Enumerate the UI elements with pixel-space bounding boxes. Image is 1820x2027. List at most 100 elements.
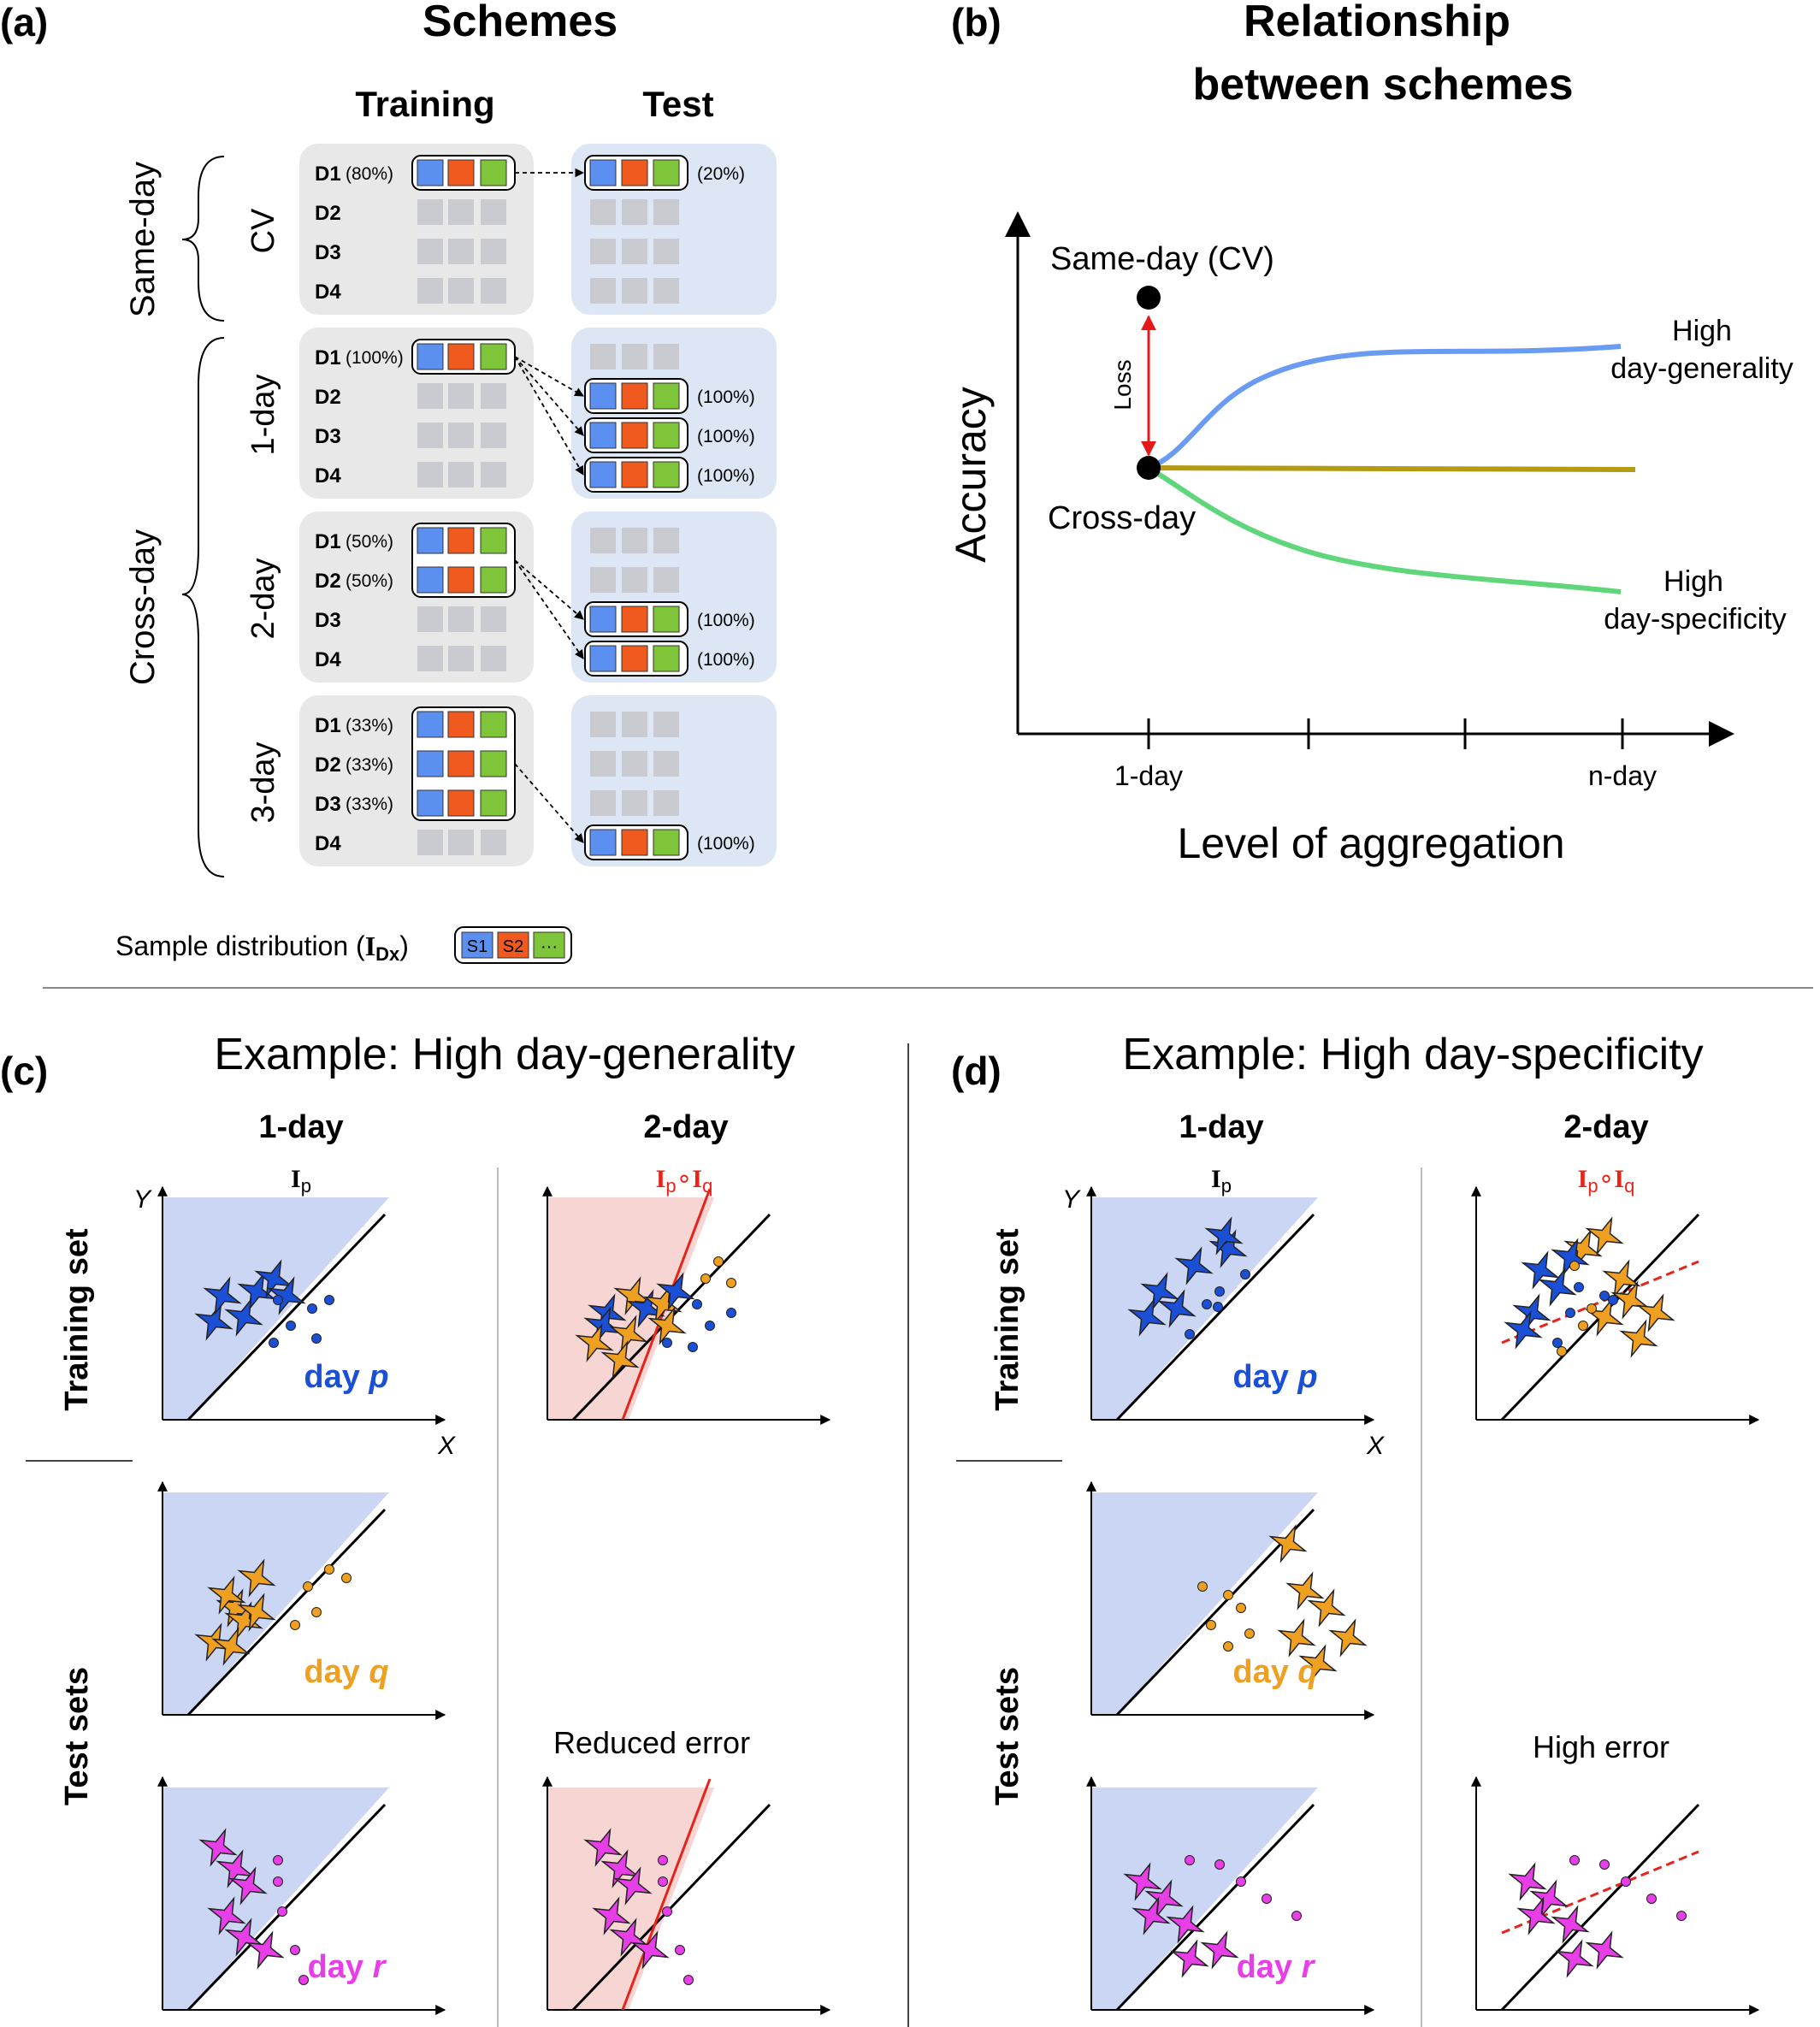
scheme-row: D3 (100%) <box>315 417 755 453</box>
classifier-region <box>1091 1492 1318 1715</box>
dot-point <box>311 1607 322 1617</box>
same-day-point <box>1137 286 1161 310</box>
sample-cell-s1 <box>589 645 617 672</box>
dot-point <box>1599 1859 1610 1870</box>
empty-cell <box>417 462 443 488</box>
star-point <box>626 1289 665 1328</box>
plot-test-2day-day-r <box>542 1776 831 2015</box>
panel-b-title-line2: between schemes <box>1192 60 1573 109</box>
generality-label-2: day-generality <box>1610 352 1793 385</box>
day-letter: q <box>369 1654 388 1690</box>
scheme-row: D2 (50%) <box>315 566 679 594</box>
empty-cell <box>448 423 474 448</box>
empty-cell <box>448 278 474 304</box>
star-point <box>613 1276 653 1315</box>
day-label: D1 <box>315 530 341 553</box>
empty-cell <box>590 239 616 264</box>
star-point <box>575 1323 614 1362</box>
dot-point <box>298 1975 309 1985</box>
star-point <box>1585 1216 1624 1256</box>
dot-point <box>303 1581 313 1592</box>
day-label: D4 <box>315 648 341 671</box>
plot-test-day-q: day q <box>1086 1480 1375 1720</box>
dot-point <box>311 1333 322 1344</box>
star-point <box>1551 1905 1590 1944</box>
b-tick-label-1day: 1-day <box>1114 760 1183 791</box>
dot-point <box>662 1906 672 1917</box>
day-letter: p <box>368 1359 388 1395</box>
sample-cell-s3 <box>653 645 680 672</box>
scheme-name: CV <box>245 208 281 253</box>
day-word: day <box>1232 1654 1297 1690</box>
day-label: D3 <box>315 609 341 632</box>
scheme-block-cv: CV D1 (80%) (20%) D2 D3 D4 <box>245 144 777 315</box>
panel-c-label: (c) <box>0 1049 48 1093</box>
train-percentage: (80%) <box>346 164 393 184</box>
panel-d: (d) Example: High day-specificity 1-day … <box>951 1030 1704 1805</box>
train-percentage: (100%) <box>346 348 404 368</box>
star-point <box>592 1896 631 1935</box>
cross-day-brace <box>181 337 225 878</box>
true-boundary <box>1115 1213 1315 1421</box>
b-y-axis-label: Accuracy <box>947 387 995 563</box>
empty-cell <box>448 830 474 855</box>
star-point <box>237 1558 276 1598</box>
star-point <box>1585 1297 1624 1337</box>
sample-cell-s1 <box>417 566 444 594</box>
dot-point <box>1621 1876 1631 1887</box>
y-axis-label: Y <box>1062 1185 1081 1214</box>
star-point <box>224 1918 263 1957</box>
dot-point <box>273 1295 283 1305</box>
empty-cell <box>653 344 679 369</box>
test-percentage: (100%) <box>697 650 755 670</box>
sample-cell-s2 <box>447 711 475 738</box>
star-point <box>1516 1896 1556 1935</box>
sample-cell-s2 <box>621 606 648 633</box>
star-point <box>207 1575 246 1615</box>
star-point <box>1610 1280 1650 1320</box>
sample-cell-s1 <box>589 422 617 449</box>
empty-cell <box>622 528 647 553</box>
sample-cell-s2 <box>447 750 475 777</box>
scheme-row: D1 (50%) <box>315 527 679 554</box>
scheme-row: D1 (80%) (20%) <box>315 155 745 191</box>
group-same-day-label: Same-day <box>124 162 162 317</box>
test-header: Test <box>642 84 713 124</box>
sample-cell-s2 <box>621 829 648 856</box>
generality-label-1: High <box>1672 315 1732 347</box>
star-point <box>630 1930 670 1970</box>
sample-cell-s2 <box>621 461 648 488</box>
sample-cell-s1 <box>417 789 444 817</box>
star-point <box>1619 1319 1658 1358</box>
empty-cell <box>590 790 616 816</box>
empty-cell <box>481 830 506 855</box>
scheme-name: 1-day <box>245 374 281 455</box>
star-point <box>1585 1930 1624 1970</box>
sample-cell-s2 <box>447 343 475 370</box>
dot-point <box>1223 1590 1233 1600</box>
c-error-text: Reduced error <box>553 1725 750 1760</box>
legend-sample-cells: S1 S2 ··· <box>454 926 572 964</box>
star-point <box>198 1828 238 1867</box>
day-label: D1 <box>315 163 341 186</box>
empty-cell <box>448 383 474 409</box>
star-point <box>600 1849 640 1888</box>
panel-d-label: (d) <box>951 1049 1002 1093</box>
star-point <box>1127 1297 1167 1337</box>
empty-cell <box>653 528 679 553</box>
sample-cell-s3 <box>653 382 680 410</box>
sample-cell-s3 <box>653 606 680 633</box>
true-boundary <box>186 1508 387 1717</box>
star-point <box>1328 1618 1368 1658</box>
dot-point <box>1569 1261 1580 1271</box>
dot-point <box>1244 1628 1255 1639</box>
d-col-1day: 1-day <box>1179 1109 1263 1145</box>
dot-point <box>1213 1302 1223 1312</box>
test-percentage: (100%) <box>697 834 755 854</box>
empty-cell <box>653 567 679 593</box>
star-point <box>245 1930 285 1970</box>
plot-train-2day <box>1471 1185 1760 1425</box>
